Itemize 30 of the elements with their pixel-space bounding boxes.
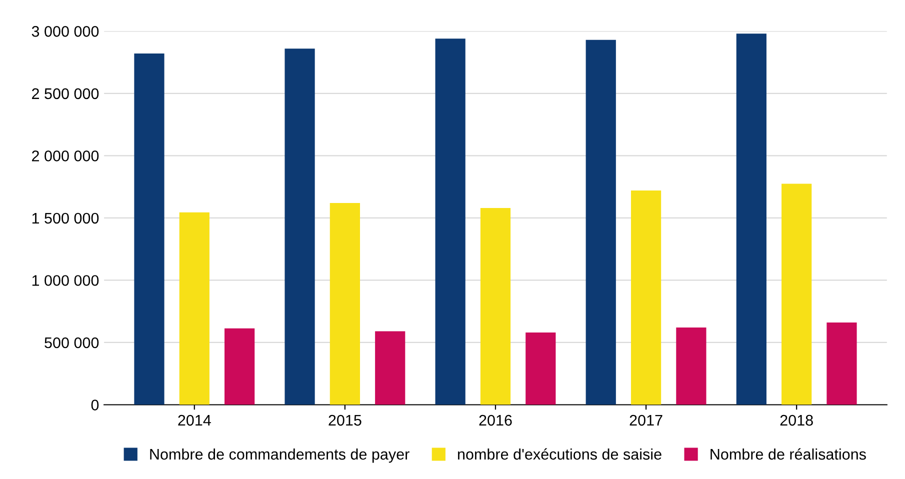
bar	[480, 208, 511, 405]
bar	[134, 54, 164, 405]
y-tick-label: 2 500 000	[32, 88, 99, 100]
y-tick-label: 3 000 000	[32, 26, 99, 37]
bar	[435, 38, 466, 405]
bar	[284, 48, 315, 405]
bar	[179, 212, 210, 405]
x-tick-label: 2018	[780, 414, 813, 426]
bar	[526, 332, 556, 405]
bar	[676, 328, 706, 405]
y-tick-label: 2 000 000	[32, 150, 99, 162]
y-tick-label: 500 000	[44, 337, 99, 348]
x-tick-label: 2016	[479, 414, 512, 426]
y-tick-label: 0	[91, 400, 99, 410]
bar	[224, 328, 255, 405]
legend-label: Nombre de commandements de payer	[150, 448, 410, 463]
bar	[586, 40, 616, 405]
x-tick-label: 2017	[630, 414, 662, 426]
legend-label: nombre d'exécutions de saisie	[458, 448, 662, 460]
bar	[330, 203, 360, 405]
bar	[630, 190, 662, 405]
bar	[782, 184, 812, 405]
x-tick-label: 2014	[178, 414, 211, 426]
legend-label: Nombre de réalisations	[710, 448, 866, 460]
y-tick-label: 1 500 000	[32, 212, 99, 224]
bar	[375, 331, 406, 405]
bar	[826, 322, 857, 405]
x-tick-label: 2015	[328, 414, 362, 426]
y-tick-label: 1 000 000	[32, 275, 99, 286]
bar	[736, 34, 766, 405]
